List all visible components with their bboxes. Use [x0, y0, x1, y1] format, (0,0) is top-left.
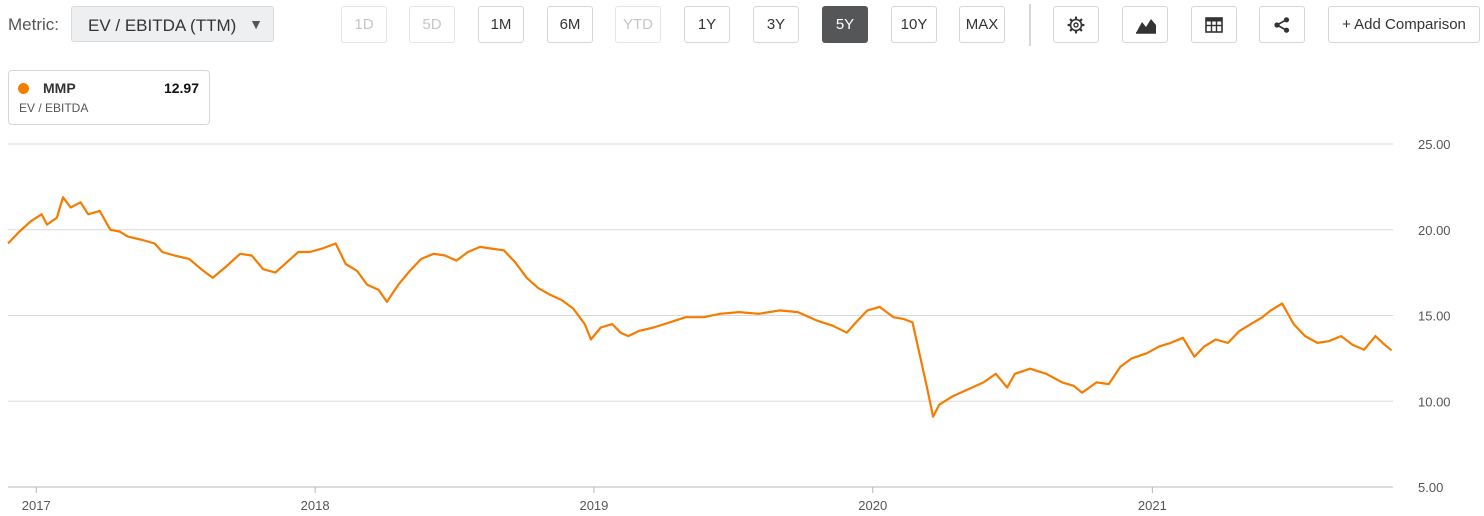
add-comparison-button[interactable]: + Add Comparison: [1328, 6, 1480, 43]
chart-type-button[interactable]: [1122, 6, 1168, 43]
period-button-3y[interactable]: 3Y: [753, 6, 799, 43]
y-axis-labels: 25.00 20.00 15.00 10.00 5.00: [1418, 137, 1451, 495]
x-tick-label: 2021: [1138, 498, 1167, 513]
period-button-10y[interactable]: 10Y: [891, 6, 937, 43]
share-icon: [1274, 17, 1290, 33]
x-axis: 2017 2018 2019 2020 2021: [22, 487, 1167, 513]
metric-select[interactable]: EV / EBITDA (TTM) ▼: [71, 6, 274, 42]
x-tick-label: 2020: [858, 498, 887, 513]
period-button-5d[interactable]: 5D: [409, 6, 455, 43]
period-button-1y[interactable]: 1Y: [684, 6, 730, 43]
y-tick-label: 15.00: [1418, 309, 1451, 324]
chart-type-icon: [1136, 19, 1156, 34]
caret-down-icon: ▼: [249, 16, 263, 32]
y-tick-label: 10.00: [1418, 394, 1451, 409]
metric-label: Metric:: [8, 15, 59, 34]
period-button-max[interactable]: MAX: [959, 6, 1005, 43]
y-tick-label: 20.00: [1418, 223, 1451, 238]
line-chart: 25.00 20.00 15.00 10.00 5.00 2017 2018 2019 202…: [7, 137, 1451, 513]
toolbar: Metric: EV / EBITDA (TTM) ▼ 1D 5D 1M 6M …: [0, 0, 1484, 50]
gear-icon: [1067, 16, 1085, 34]
chart-grid: [8, 143, 1393, 488]
toolbar-divider: [1029, 4, 1031, 46]
y-tick-label: 25.00: [1418, 137, 1451, 152]
period-button-1m[interactable]: 1M: [478, 6, 524, 43]
x-tick-label: 2017: [22, 498, 51, 513]
legend-card: MMP 12.97 EV / EBITDA: [8, 70, 210, 125]
series-line-mmp: [7, 196, 1393, 418]
metric-select-value: EV / EBITDA (TTM): [88, 16, 237, 35]
legend-ticker: MMP: [43, 80, 76, 96]
table-icon: [1205, 17, 1223, 33]
settings-button[interactable]: [1053, 6, 1099, 43]
period-button-1d[interactable]: 1D: [341, 6, 387, 43]
period-button-ytd[interactable]: YTD: [615, 6, 661, 43]
period-button-5y[interactable]: 5Y: [822, 6, 868, 43]
y-tick-label: 5.00: [1418, 480, 1443, 495]
legend-value: 12.97: [163, 80, 199, 96]
table-view-button[interactable]: [1191, 6, 1237, 43]
x-tick-label: 2019: [579, 498, 608, 513]
x-tick-label: 2018: [301, 498, 330, 513]
legend-metric: EV / EBITDA: [19, 101, 89, 115]
period-button-6m[interactable]: 6M: [547, 6, 593, 43]
share-button[interactable]: [1259, 6, 1305, 43]
series-color-dot: [18, 83, 29, 94]
